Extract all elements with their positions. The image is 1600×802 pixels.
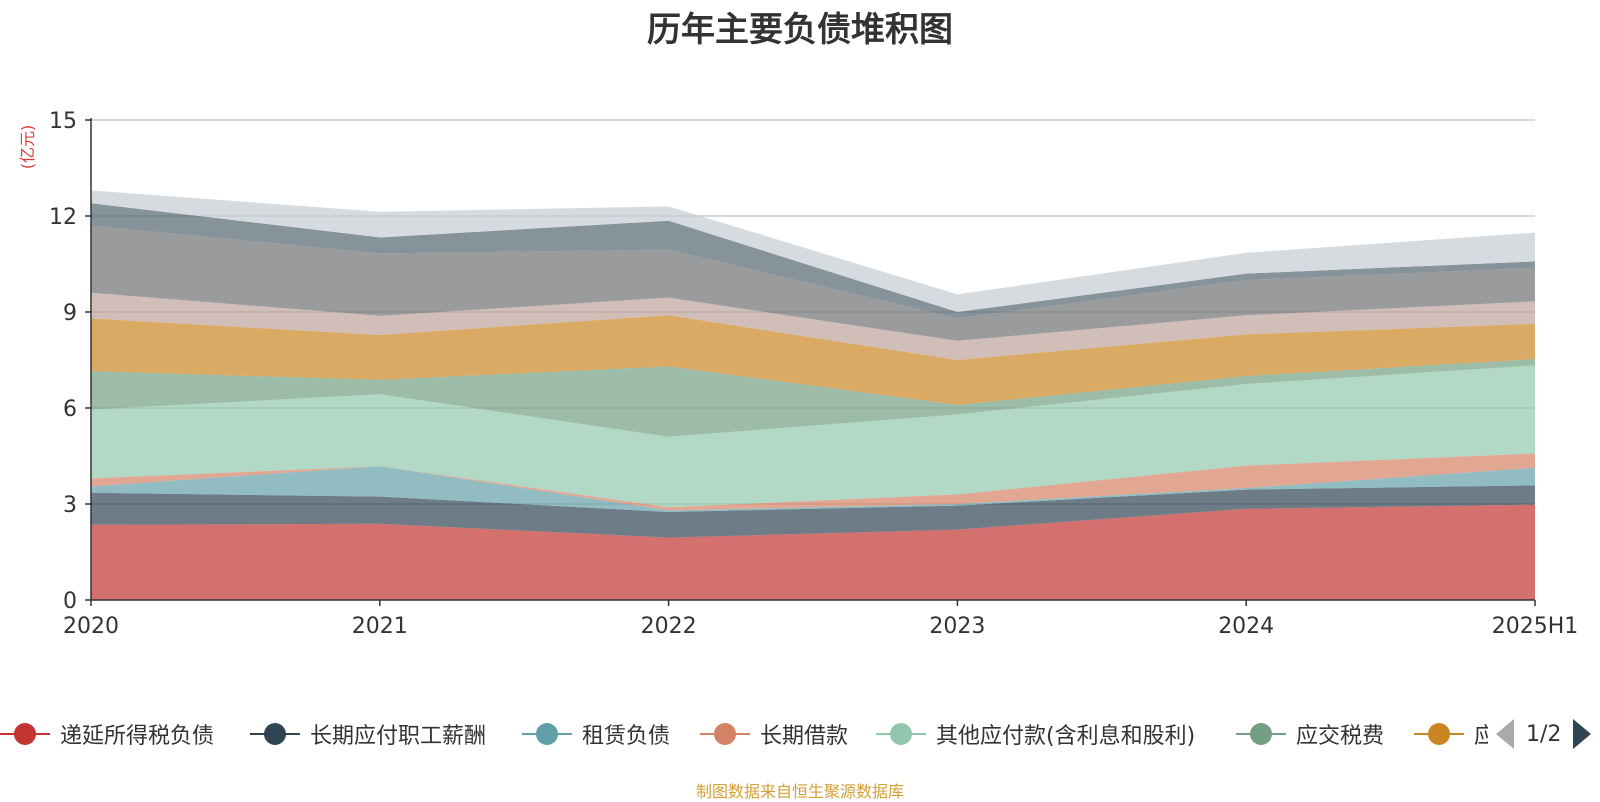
chart-title: 历年主要负债堆积图 bbox=[647, 10, 953, 50]
y-tick-labels: 0 3 6 9 12 15 bbox=[49, 109, 77, 614]
legend-item[interactable]: 租赁负债 bbox=[522, 714, 670, 754]
series-area-5 bbox=[91, 365, 1535, 508]
x-tick-label: 2021 bbox=[352, 614, 408, 639]
legend-label: 其他应付款(含利息和股利) bbox=[936, 724, 1196, 749]
y-tick-label: 3 bbox=[63, 493, 77, 518]
legend-label: 应付账款 bbox=[1474, 724, 1488, 749]
x-tick-label: 2020 bbox=[63, 614, 119, 639]
legend-page-indicator: 1/2 bbox=[1526, 721, 1562, 747]
legend-marker-icon bbox=[250, 714, 300, 754]
legend-item[interactable]: 长期应付职工薪酬 bbox=[250, 714, 486, 754]
legend-item[interactable]: 应付账款 bbox=[1414, 714, 1488, 754]
y-tick-label: 15 bbox=[49, 109, 77, 134]
x-tick-label: 2023 bbox=[929, 614, 985, 639]
legend-label: 租赁负债 bbox=[582, 724, 671, 749]
legend-item[interactable]: 其他应付款(含利息和股利) bbox=[876, 714, 1195, 754]
x-tick-label: 2022 bbox=[641, 614, 697, 639]
legend-label: 长期应付职工薪酬 bbox=[310, 724, 487, 749]
legend-label: 长期借款 bbox=[760, 724, 849, 749]
legend: 递延所得税负债 长期应付职工薪酬 租赁负债 长期借款 其他应付款(含利息和股利) 应交税费… bbox=[0, 714, 1600, 754]
axes bbox=[85, 118, 1536, 606]
legend-item[interactable]: 递延所得税负债 bbox=[0, 714, 214, 754]
stacked-area-chart: 0 3 6 9 12 15 2020 2021 2022 2023 2024 2025H1 (亿元) bbox=[18, 109, 1578, 639]
series-area-4 bbox=[91, 453, 1535, 511]
legend-marker-icon bbox=[700, 714, 750, 754]
legend-label: 递延所得税负债 bbox=[60, 724, 215, 749]
series-area-11 bbox=[91, 190, 1535, 312]
legend-marker-icon bbox=[522, 714, 572, 754]
x-tick-labels: 2020 2021 2022 2023 2024 2025H1 bbox=[63, 614, 1578, 639]
data-source-note: 制图数据来自恒生聚源数据库 bbox=[695, 782, 904, 801]
legend-next-page-icon[interactable] bbox=[1573, 719, 1592, 749]
legend-marker-icon bbox=[0, 714, 50, 754]
y-tick-label: 6 bbox=[63, 397, 77, 422]
series-area-2 bbox=[91, 485, 1535, 538]
series-area-9 bbox=[91, 225, 1535, 341]
series-area-7 bbox=[91, 315, 1535, 405]
legend-prev-page-icon[interactable] bbox=[1496, 719, 1514, 749]
legend-label: 应交税费 bbox=[1296, 724, 1385, 749]
series-area-8 bbox=[91, 292, 1535, 360]
y-tick-label: 9 bbox=[63, 301, 77, 326]
legend-item[interactable]: 应交税费 bbox=[1236, 714, 1384, 754]
x-tick-label: 2025H1 bbox=[1492, 614, 1579, 639]
legend-pager: 1/2 bbox=[1496, 714, 1592, 754]
y-tick-label: 0 bbox=[63, 589, 77, 614]
series-area-3 bbox=[91, 466, 1535, 512]
legend-marker-icon bbox=[876, 714, 926, 754]
legend-marker-icon bbox=[1414, 714, 1464, 754]
series-area-6 bbox=[91, 359, 1535, 437]
series-area-1 bbox=[91, 504, 1535, 600]
x-tick-label: 2024 bbox=[1218, 614, 1274, 639]
legend-item[interactable]: 长期借款 bbox=[700, 714, 848, 754]
legend-marker-icon bbox=[1236, 714, 1286, 754]
y-tick-label: 12 bbox=[49, 205, 77, 230]
y-axis-unit: (亿元) bbox=[18, 125, 37, 170]
series-areas bbox=[91, 190, 1535, 600]
